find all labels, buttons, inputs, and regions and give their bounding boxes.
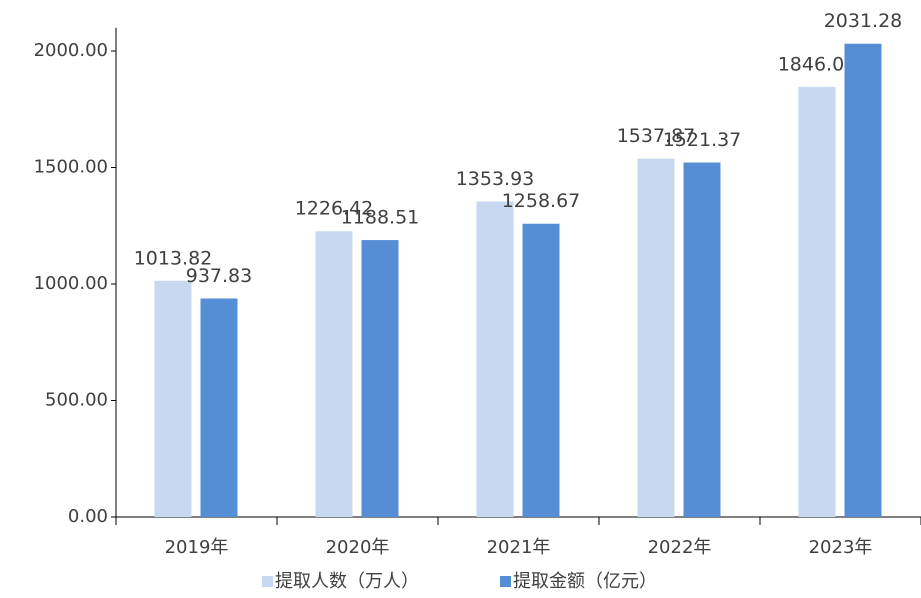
bar xyxy=(683,162,721,517)
bar xyxy=(476,201,514,518)
data-label: 1258.67 xyxy=(502,190,581,212)
x-tick-label: 2021年 xyxy=(487,537,551,558)
data-label: 1846.09 xyxy=(778,53,857,75)
bar xyxy=(361,240,399,518)
bar xyxy=(637,158,675,518)
legend-swatch xyxy=(262,576,273,587)
x-tick-label: 2020年 xyxy=(326,537,390,558)
data-label: 2031.28 xyxy=(824,10,903,32)
bar xyxy=(200,298,238,517)
data-label: 937.83 xyxy=(186,265,252,287)
bar xyxy=(522,223,560,517)
data-label: 1013.82 xyxy=(134,247,213,269)
data-label: 1226.42 xyxy=(295,198,374,220)
y-tick-label: 2000.00 xyxy=(34,40,108,61)
y-tick-label: 1000.00 xyxy=(34,273,108,294)
data-label: 1353.93 xyxy=(456,168,535,190)
legend-swatch xyxy=(500,576,511,587)
y-tick-label: 1500.00 xyxy=(34,157,108,178)
y-tick-label: 0.00 xyxy=(68,506,108,527)
data-label: 1521.37 xyxy=(663,129,742,151)
bar xyxy=(315,231,353,517)
bar xyxy=(154,280,192,517)
legend-label: 提取金额（亿元） xyxy=(513,571,657,592)
legend-label: 提取人数（万人） xyxy=(275,571,419,592)
x-tick-label: 2023年 xyxy=(809,537,873,558)
x-tick-label: 2022年 xyxy=(648,537,712,558)
y-tick-label: 500.00 xyxy=(45,390,108,411)
data-label: 1537.87 xyxy=(617,125,696,147)
x-tick-label: 2019年 xyxy=(165,537,229,558)
data-label: 1188.51 xyxy=(341,207,420,229)
bar xyxy=(798,86,836,518)
bar xyxy=(844,43,882,517)
